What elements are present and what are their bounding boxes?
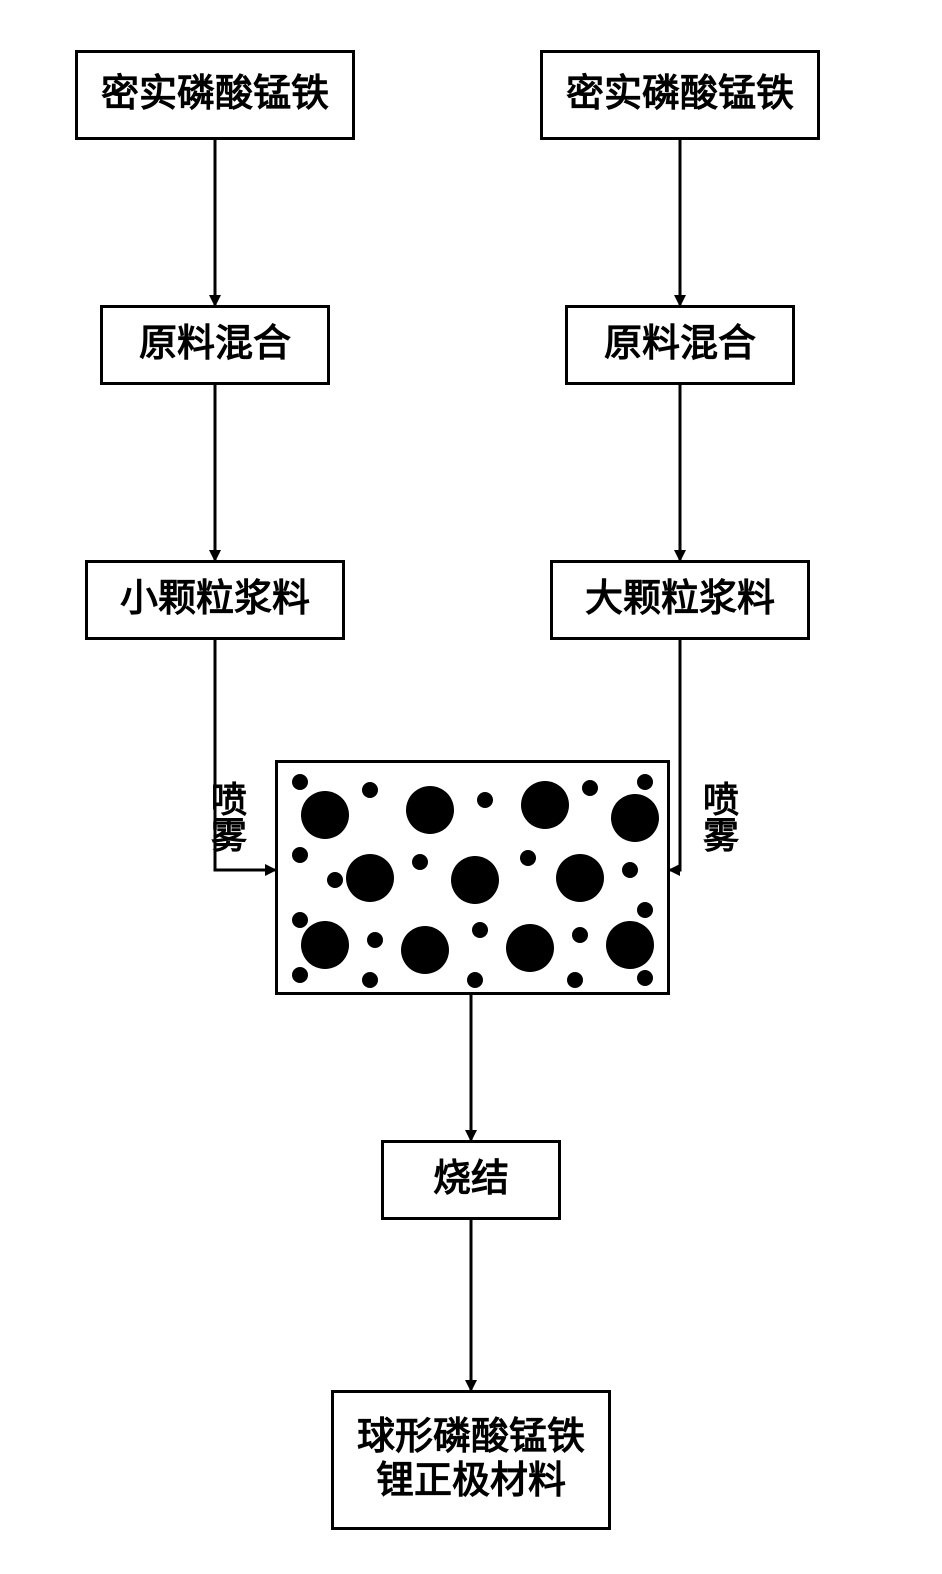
box-small-particle-slurry: 小颗粒浆料	[85, 560, 345, 640]
label-mix-left: 原料混合	[139, 323, 291, 367]
label-spray-left: 喷雾	[208, 782, 250, 854]
box-large-particle-slurry: 大颗粒浆料	[550, 560, 810, 640]
box-spherical-lfmp-cathode: 球形磷酸锰铁锂正极材料	[331, 1390, 611, 1530]
a-spray-right	[670, 640, 680, 870]
label-slurry-right: 大颗粒浆料	[585, 578, 775, 622]
label-top-left: 密实磷酸锰铁	[101, 73, 329, 117]
box-raw-mix-left: 原料混合	[100, 305, 330, 385]
box-sinter: 烧结	[381, 1140, 561, 1220]
box-spray-particles	[275, 760, 670, 995]
label-top-right: 密实磷酸锰铁	[566, 73, 794, 117]
label-slurry-left: 小颗粒浆料	[120, 578, 310, 622]
box-dense-mnfe-phosphate-left: 密实磷酸锰铁	[75, 50, 355, 140]
label-spray-right: 喷雾	[700, 782, 742, 854]
label-sinter: 烧结	[433, 1158, 509, 1202]
box-dense-mnfe-phosphate-right: 密实磷酸锰铁	[540, 50, 820, 140]
box-raw-mix-right: 原料混合	[565, 305, 795, 385]
label-final: 球形磷酸锰铁锂正极材料	[357, 1416, 585, 1503]
label-mix-right: 原料混合	[604, 323, 756, 367]
